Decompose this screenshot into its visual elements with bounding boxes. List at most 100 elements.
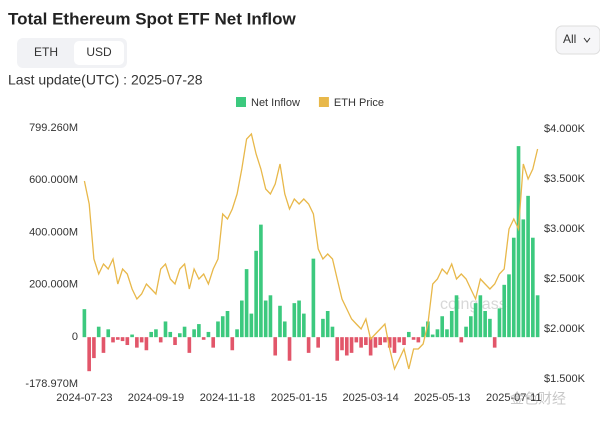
bar [511,237,516,338]
legend-label: Net Inflow [251,97,300,109]
bar [473,303,478,338]
bar [478,295,483,338]
bar [259,224,263,338]
bar [373,337,378,348]
bar [526,195,530,338]
bar [516,146,521,338]
y-tick-label: 0 [72,331,78,343]
bar [125,337,130,346]
bar [321,318,325,338]
bar [225,310,230,338]
y-tick-label: 799.260M [29,122,78,134]
bar [144,337,149,351]
x-tick-label: 2025-01-15 [271,392,327,404]
bar [135,337,139,348]
bar [297,300,301,338]
bar [87,337,91,372]
watermark: coinglass [440,296,507,313]
x-tick-label: 2024-07-23 [56,392,112,404]
dropdown-arrow [583,37,591,43]
bar [120,337,125,342]
bar [397,337,402,343]
x-tick-label: 2025-03-14 [342,392,398,404]
toggle-eth[interactable]: ETH [34,45,58,59]
bar [211,337,216,348]
bar [216,321,220,338]
bar [378,337,382,346]
bar [469,316,473,338]
y2-tick-label: $2.500K [544,273,586,285]
bar [268,295,273,338]
bar [464,326,468,338]
bar [287,337,292,361]
bar [254,250,258,338]
bar [502,284,507,338]
price-line [83,132,539,371]
bar [521,219,526,338]
bar [406,331,411,338]
bar [197,324,201,338]
source-mark: 金色财经 [510,391,566,407]
y-tick-label: 600.000M [29,174,78,186]
bar [387,337,392,348]
bar [273,337,278,356]
bar [449,310,454,338]
bar [168,331,173,338]
bar [411,337,416,340]
bar [535,295,540,338]
bar [139,337,144,343]
bar [106,329,111,338]
y-tick-label: -178.970M [25,378,78,390]
x-tick-label: 2024-11-18 [200,392,255,404]
bar [416,337,421,343]
bar [435,329,440,338]
bar [430,334,435,338]
bar [492,337,497,348]
legend-label: ETH Price [334,97,384,109]
bar [306,337,311,353]
bar [92,337,96,359]
y2-tick-label: $4.000K [544,123,586,135]
bar [354,337,359,343]
bar [177,333,182,338]
bar [206,331,211,338]
bar [349,337,354,353]
bar [263,300,268,338]
bar [531,237,535,338]
bar [335,337,340,361]
range-dropdown[interactable] [555,25,600,55]
bar [454,295,459,338]
range-label[interactable]: All [563,32,576,46]
bar [421,326,425,338]
bar [302,313,306,338]
bar [359,337,363,348]
bar [96,326,101,338]
bar [440,316,445,338]
bar [235,329,239,338]
bar [158,337,163,343]
bar [316,337,320,348]
bar [130,334,134,338]
bar [402,337,406,346]
toggle-usd[interactable]: USD [86,45,112,59]
last-update: Last update(UTC) : 2025-07-28 [8,72,203,88]
bar [344,337,349,356]
bar [149,331,153,338]
bar [292,303,297,338]
bar [340,337,344,351]
bar [364,337,368,346]
chart-title: Total Ethereum Spot ETF Net Inflow [8,9,297,28]
bar [201,337,206,340]
bar [497,308,502,338]
bar [278,305,282,338]
bar [311,258,316,338]
bar [325,310,330,338]
bar [392,337,397,353]
y2-tick-label: $2.000K [544,323,586,335]
bar [154,329,158,338]
bar [187,337,192,353]
bar [445,329,449,338]
y-tick-label: 200.000M [29,279,78,291]
